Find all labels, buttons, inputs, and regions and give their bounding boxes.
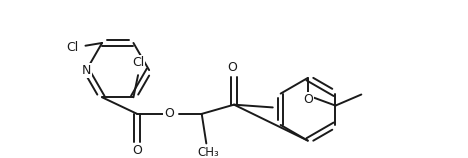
- Text: O: O: [164, 107, 175, 120]
- Text: N: N: [82, 64, 91, 77]
- Text: O: O: [303, 93, 313, 106]
- Text: O: O: [132, 144, 142, 157]
- Text: Cl: Cl: [132, 56, 144, 69]
- Text: CH₃: CH₃: [197, 146, 219, 158]
- Text: O: O: [227, 61, 237, 74]
- Text: Cl: Cl: [66, 41, 79, 54]
